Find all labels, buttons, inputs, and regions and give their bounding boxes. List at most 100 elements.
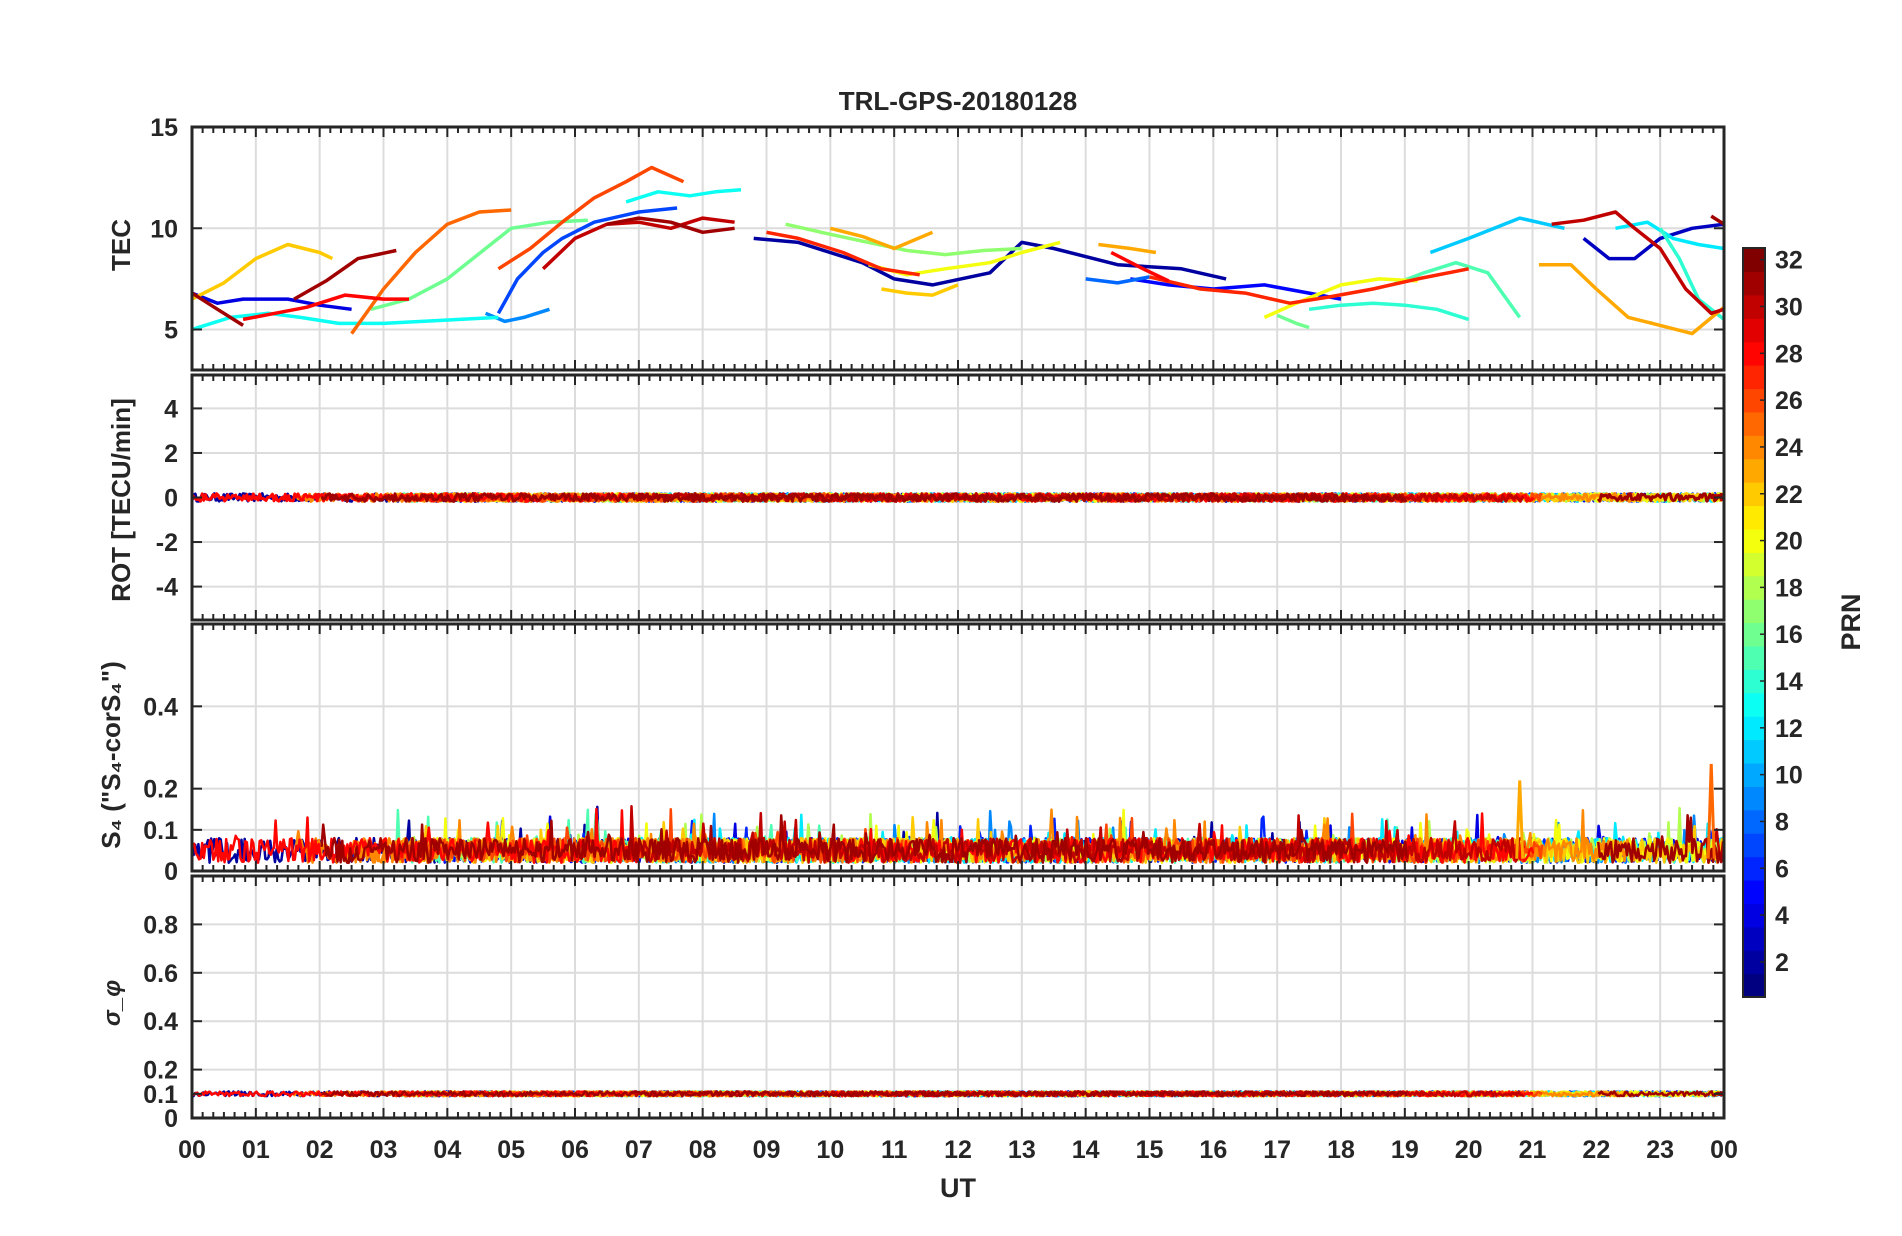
colorbar-band — [1743, 926, 1765, 951]
tec-series-line — [1658, 227, 1724, 321]
x-tick-label: 22 — [1582, 1136, 1610, 1164]
colorbar-band — [1743, 365, 1765, 390]
s4-panel: 0 0.1 0.2 0.4 S₄ ("S₄-corS₄") — [96, 622, 1726, 886]
x-tick-label: 05 — [497, 1136, 525, 1164]
s4-ytick-label: 0.1 — [143, 817, 178, 845]
tec-series-line — [1429, 216, 1565, 255]
sigma-ytick-label: 0.8 — [143, 911, 178, 939]
s4-ytick-label: 0 — [164, 858, 178, 886]
x-tick-label: 00 — [1710, 1136, 1738, 1164]
tec-series-line — [1085, 275, 1150, 285]
sigma-ytick-label: 0.1 — [143, 1081, 178, 1109]
colorbar-band — [1743, 388, 1765, 413]
rot-ylabel: ROT [TECU/min] — [106, 398, 136, 602]
colorbar-band — [1743, 271, 1765, 296]
x-tick-label: 06 — [561, 1136, 589, 1164]
tec-series-line — [192, 291, 245, 327]
colorbar-tick-label: 18 — [1775, 574, 1803, 602]
tec-series-line — [484, 307, 551, 324]
x-tick-label: 16 — [1199, 1136, 1227, 1164]
rot-ytick-label: 4 — [164, 395, 178, 423]
colorbar-band — [1743, 762, 1765, 787]
tec-panel: 5 10 15 TEC — [106, 114, 1726, 372]
sigma-ytick-label: 0.4 — [143, 1008, 178, 1036]
s4-series-line — [1713, 827, 1724, 859]
tec-series-line — [1263, 277, 1418, 319]
colorbar-tick-label: 12 — [1775, 715, 1803, 743]
colorbar-tick-label: 6 — [1775, 855, 1789, 883]
x-tick-label: 09 — [753, 1136, 781, 1164]
rot-ytick-label: -2 — [156, 529, 178, 557]
tec-series-line — [785, 222, 1022, 257]
tec-series-line — [766, 230, 920, 277]
tec-series-line — [1149, 267, 1470, 305]
tec-series-line — [1538, 262, 1724, 336]
s4-peak-line — [1706, 763, 1716, 859]
x-tick-label: 02 — [306, 1136, 334, 1164]
colorbar-band — [1743, 599, 1765, 624]
colorbar-band — [1743, 482, 1765, 507]
tec-series-line — [497, 165, 685, 271]
s4-series-line — [1596, 813, 1724, 865]
colorbar-tick-label: 24 — [1775, 434, 1803, 462]
colorbar-tick-label: 20 — [1775, 528, 1803, 556]
s4-peak-line — [1515, 780, 1525, 859]
colorbar-band — [1743, 552, 1765, 577]
x-tick-label: 08 — [689, 1136, 717, 1164]
colorbar-band — [1743, 903, 1765, 928]
rot-panel: -4 -2 0 2 4 ROT [TECU/min] — [106, 373, 1726, 622]
tec-series-line — [192, 242, 334, 301]
sigma-ytick-label: 0 — [164, 1105, 178, 1133]
colorbar-band — [1743, 528, 1765, 553]
colorbar-band — [1743, 505, 1765, 530]
colorbar-band — [1743, 622, 1765, 647]
s4-ytick-label: 0.2 — [143, 776, 178, 804]
rot-series-line — [320, 492, 1408, 503]
colorbar-tick-label: 28 — [1775, 340, 1803, 368]
tec-series-line — [1551, 210, 1724, 316]
tec-series-line — [1308, 301, 1470, 322]
colorbar-band — [1743, 716, 1765, 741]
sigma-series-line — [321, 1090, 1408, 1098]
x-tick-label: 11 — [881, 1136, 908, 1164]
tec-ytick-label: 5 — [164, 317, 178, 345]
sigma-ylabel: σ_φ — [99, 980, 126, 1026]
x-tick-label: 14 — [1072, 1136, 1100, 1164]
x-axis-label: UT — [940, 1173, 976, 1203]
colorbar-band — [1743, 645, 1765, 670]
sigma-series-line — [1597, 1090, 1724, 1098]
tec-series-line — [1098, 242, 1157, 255]
tec-ylabel: TEC — [106, 219, 136, 271]
x-tick-label: 00 — [178, 1136, 206, 1164]
colorbar-band — [1743, 786, 1765, 811]
rot-series-line — [1596, 492, 1724, 503]
colorbar-tick-label: 14 — [1775, 668, 1803, 696]
colorbar-band — [1743, 739, 1765, 764]
colorbar-tick-label: 16 — [1775, 621, 1803, 649]
x-tick-label: 20 — [1455, 1136, 1483, 1164]
chart-title: TRL-GPS-20180128 — [839, 86, 1077, 116]
tec-series-line — [1276, 313, 1310, 330]
colorbar-band — [1743, 973, 1765, 998]
x-tick-label: 03 — [370, 1136, 398, 1164]
x-tick-labels: 00 01 02 03 04 05 06 07 08 09 10 11 12 13 14 15 16 17 18 19… — [178, 1136, 1738, 1164]
tec-ytick-label: 10 — [150, 215, 178, 243]
colorbar-tick-label: 30 — [1775, 294, 1803, 322]
colorbar-band — [1743, 458, 1765, 483]
tec-series-line — [606, 216, 735, 235]
x-tick-label: 12 — [944, 1136, 972, 1164]
colorbar-frame — [1742, 247, 1766, 998]
colorbar-band — [1743, 341, 1765, 366]
s4-ylabel: S₄ ("S₄-corS₄") — [96, 661, 126, 849]
tec-series-line — [293, 248, 397, 301]
colorbar-tick-label: 22 — [1775, 481, 1803, 509]
colorbar-band — [1743, 318, 1765, 343]
colorbar-band — [1743, 411, 1765, 436]
tec-series-line — [541, 216, 735, 271]
tec-series-line — [350, 208, 512, 335]
colorbar-band — [1743, 856, 1765, 881]
s4-ytick-label: 0.4 — [143, 693, 178, 721]
rot-ytick-label: -4 — [156, 574, 178, 602]
